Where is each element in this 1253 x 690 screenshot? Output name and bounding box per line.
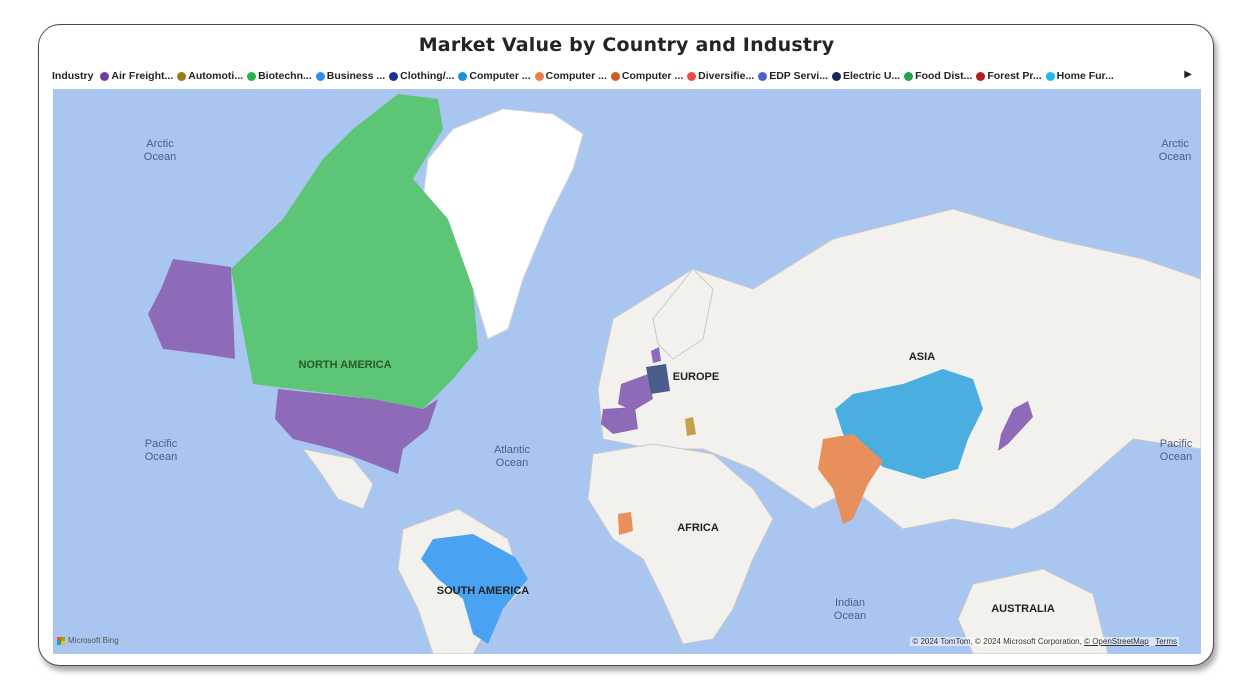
legend-item-label: Business ... [326,70,386,82]
legend-title: Industry [52,70,94,82]
ocean-label-indian-1: Indian [835,597,865,609]
legend-item-label: Clothing/... [400,70,455,82]
united-states [275,389,438,474]
legend-item-label: Food Dist... [915,70,973,82]
france [618,374,653,411]
australia [957,568,1109,654]
legend-item-label: Computer ... [469,70,531,82]
ghana [618,512,633,535]
ocean-label-arctic-w-2: Ocean [144,151,176,163]
india [818,434,883,524]
ocean-label-atlantic-2: Ocean [496,457,528,469]
provider-label: Microsoft Bing [68,636,119,645]
continent-label-north-america: NORTH AMERICA [298,359,391,371]
legend-dot-icon [100,71,110,81]
legend-dot-icon [687,71,697,81]
legend-dot-icon [1045,71,1055,81]
germany [646,364,670,394]
ocean-label-indian-2: Ocean [834,610,866,622]
legend-item[interactable]: Diversifie... [687,70,754,82]
japan [998,401,1033,451]
ocean-label-pacific-w-1: Pacific [145,438,178,450]
legend-item[interactable]: Biotechn... [247,70,312,82]
continent-label-australia: AUSTRALIA [991,603,1055,615]
map-canvas[interactable]: Arctic Ocean Arctic Ocean Pacific Ocean … [53,89,1201,654]
legend-item[interactable]: Computer ... [610,70,684,82]
continent-label-south-america: SOUTH AMERICA [437,585,530,597]
legend-item[interactable]: Computer ... [458,70,531,82]
map-attribution: © 2024 TomTom, © 2024 Microsoft Corporat… [910,637,1179,646]
map-svg: Arctic Ocean Arctic Ocean Pacific Ocean … [53,89,1201,654]
terms-link[interactable]: Terms [1155,637,1177,646]
continent-label-asia: ASIA [909,351,935,363]
ocean-label-arctic-w-1: Arctic [146,138,174,150]
legend-dot-icon [458,71,468,81]
legend-item[interactable]: Forest Pr... [976,70,1042,82]
legend-item[interactable]: Food Dist... [904,70,972,82]
legend-item-label: Computer ... [545,70,607,82]
legend-item[interactable]: Electric U... [831,70,901,82]
ocean-label-pacific-e-1: Pacific [1160,438,1193,450]
legend-item-label: Biotechn... [258,70,312,82]
ocean-label-atlantic-1: Atlantic [494,444,531,456]
africa [587,443,774,645]
legend-dot-icon [831,71,841,81]
legend-dot-icon [758,71,768,81]
legend-item-label: Electric U... [842,70,901,82]
legend-dot-icon [976,71,986,81]
chart-title: Market Value by Country and Industry [418,34,835,56]
legend-item[interactable]: EDP Servi... [758,70,828,82]
legend-item[interactable]: Automoti... [177,70,243,82]
legend-item[interactable]: Computer ... [534,70,607,82]
legend-item-label: EDP Servi... [769,70,828,82]
continent-label-europe: EUROPE [673,371,719,383]
ocean-label-arctic-e-1: Arctic [1161,138,1189,150]
continent-label-africa: AFRICA [677,522,719,534]
legend-item-label: Forest Pr... [987,70,1042,82]
legend-dot-icon [247,71,257,81]
legend-dot-icon [904,71,914,81]
brazil [421,534,528,644]
ocean-label-pacific-w-2: Ocean [145,451,177,463]
legend-dot-icon [534,71,544,81]
legend-item[interactable]: Air Freight... [100,70,173,82]
scroll-right-arrow-icon[interactable]: ▶ [1184,69,1192,80]
legend: Industry Air Freight... Automoti... Biotec… [52,69,1192,83]
legend-item-label: Computer ... [621,70,684,82]
legend-dot-icon [610,71,620,81]
legend-item[interactable]: Business ... [315,70,386,82]
scandinavia [652,268,714,360]
legend-item[interactable]: Clothing/... [389,70,454,82]
ocean-label-pacific-e-2: Ocean [1160,451,1192,463]
legend-item-label: Air Freight... [111,70,174,82]
legend-item-label: Home Fur... [1056,70,1114,82]
ocean-label-arctic-e-2: Ocean [1159,151,1191,163]
microsoft-logo-icon [57,636,65,645]
greece [685,417,696,436]
denmark [651,347,661,363]
canada [231,94,478,409]
legend-item-label: Automoti... [188,70,244,82]
openstreetmap-link[interactable]: © OpenStreetMap [1084,637,1149,646]
alaska [148,259,235,359]
legend-dot-icon [315,71,325,81]
mexico [301,448,374,510]
legend-dot-icon [177,71,187,81]
legend-item[interactable]: Home Fur... [1045,70,1114,82]
legend-dot-icon [389,71,399,81]
spain [601,407,638,434]
attribution-text: © 2024 TomTom, © 2024 Microsoft Corporat… [912,637,1082,646]
bing-logo: Microsoft Bing [57,636,119,645]
legend-item-label: Diversifie... [698,70,755,82]
